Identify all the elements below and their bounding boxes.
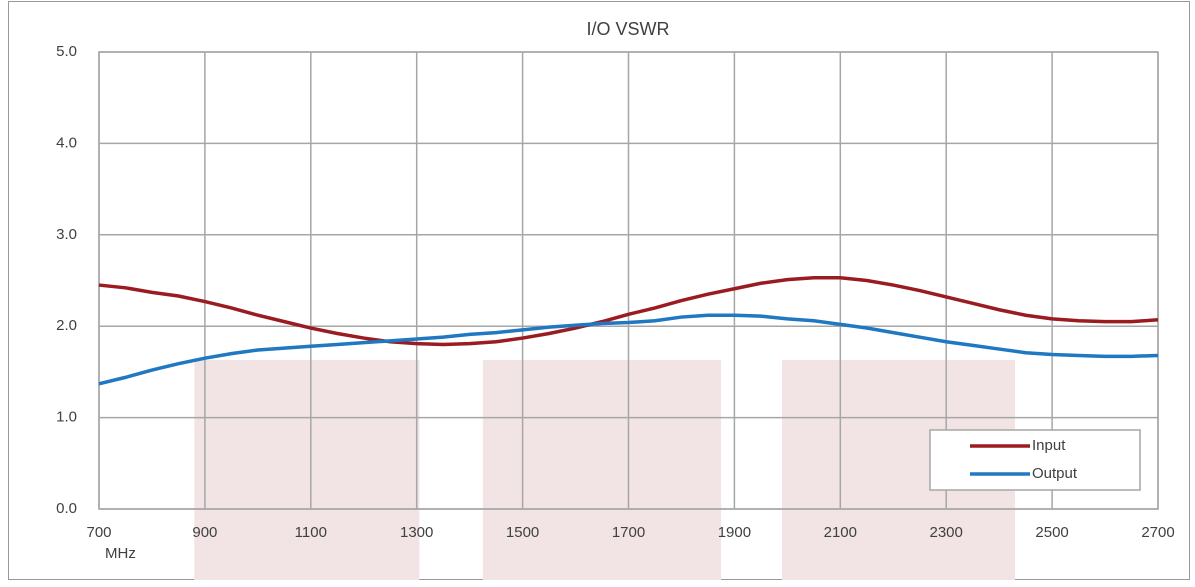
legend-box — [929, 429, 1141, 491]
x-tick-label: 1700 — [612, 524, 645, 541]
chart-title: I/O VSWR — [586, 19, 669, 39]
legend-label: Input — [1032, 437, 1066, 454]
series-line — [98, 276, 1159, 347]
y-tick-label: 5.0 — [56, 43, 77, 60]
x-tick-label: 1100 — [295, 524, 327, 541]
x-tick-label: 700 — [86, 524, 111, 541]
y-tick-label: 4.0 — [56, 134, 77, 151]
series-line — [98, 313, 1159, 386]
plot-border — [98, 51, 1159, 510]
shaded-band — [482, 360, 722, 580]
x-tick-label: 2100 — [824, 524, 857, 541]
x-axis-label: MHz — [105, 545, 136, 562]
shaded-band — [194, 360, 420, 580]
x-tick-label: 1500 — [506, 524, 539, 541]
legend-label: Output — [1032, 465, 1078, 482]
x-tick-label: 1900 — [718, 524, 751, 541]
x-tick-label: 900 — [192, 524, 217, 541]
x-tick-label: 2700 — [1141, 524, 1174, 541]
y-tick-label: 0.0 — [56, 500, 77, 517]
y-tick-label: 1.0 — [56, 409, 77, 426]
x-tick-label: 2300 — [930, 524, 963, 541]
x-tick-label: 2500 — [1035, 524, 1068, 541]
x-tick-label: 1300 — [400, 524, 433, 541]
y-tick-label: 2.0 — [56, 317, 77, 334]
y-tick-label: 3.0 — [56, 226, 77, 243]
